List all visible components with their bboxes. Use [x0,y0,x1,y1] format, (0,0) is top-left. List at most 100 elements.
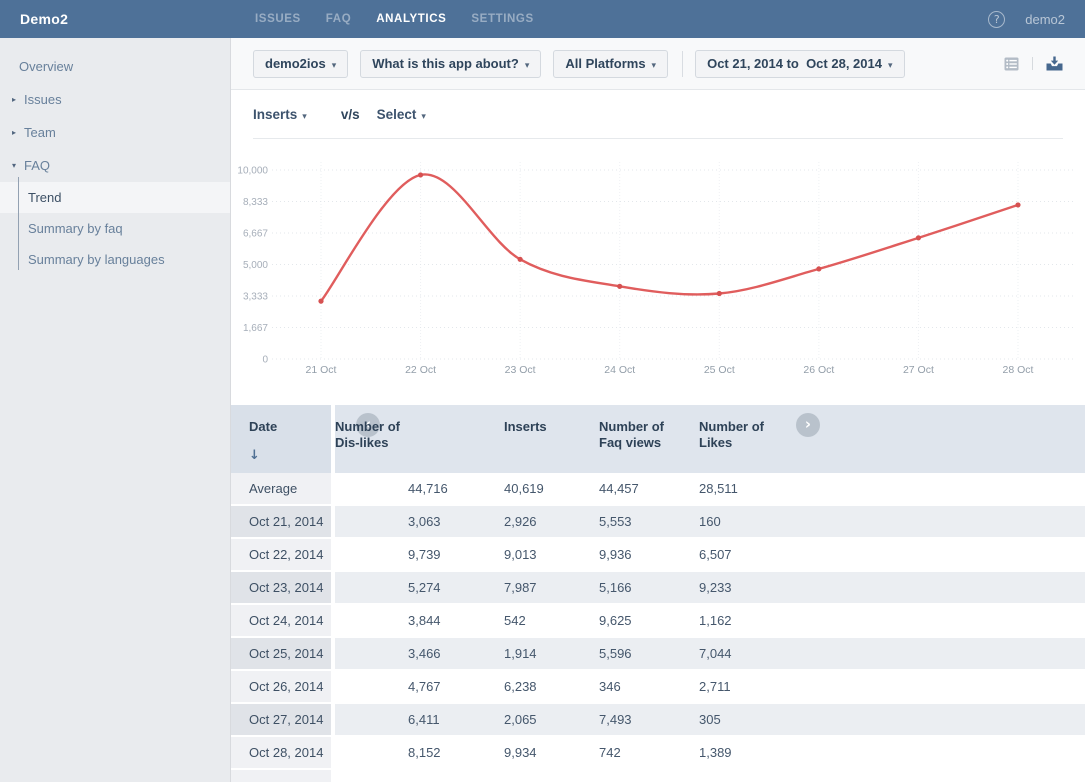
list-view-icon[interactable] [1004,57,1019,71]
row-date-cell: Oct 26, 2014 [231,671,331,702]
cell-value: 346 [599,679,621,694]
nav-tab-issues[interactable]: ISSUES [255,13,301,25]
sidebar-item-label: FAQ [24,158,51,173]
row-date-cell: Oct 22, 2014 [231,539,331,570]
svg-text:0: 0 [262,355,268,366]
cell-value: 9,934 [504,745,537,760]
sidebar-item-faq[interactable]: ▾ FAQ [0,149,230,182]
svg-text:25 Oct: 25 Oct [704,364,735,376]
cell-value: 542 [504,613,526,628]
svg-text:27 Oct: 27 Oct [903,364,934,376]
cell-value: 40,619 [504,481,544,496]
row-values: 3,063 2,926 5,553 160 [335,506,1085,537]
compare-dropdown[interactable]: Select ▾ [376,106,426,122]
help-icon[interactable]: ? [988,10,1006,28]
chevron-right-icon: ▸ [12,95,17,104]
cell-value: 3,844 [408,613,441,628]
date-column-header[interactable]: Date ↓ [231,405,331,473]
svg-text:10,000: 10,000 [237,166,268,177]
cell-value: 9,013 [504,547,537,562]
cell-value: 9,625 [599,613,632,628]
svg-text:22 Oct: 22 Oct [405,364,436,376]
metric-columns-header: ‹ Inserts Number of Faq views Number of Li… [335,405,1085,473]
row-date-cell: Oct 27, 2014 [231,704,331,735]
table-header: Date ↓ ‹ Inserts Number of Faq views Numb… [231,405,1085,473]
date-range-button[interactable]: Oct 21, 2014 to Oct 28, 2014 ▾ [695,49,905,78]
platform-select-button[interactable]: All Platforms ▾ [553,49,669,78]
nav-tabs: ISSUES FAQ ANALYTICS SETTINGS [255,0,534,38]
nav-tab-settings[interactable]: SETTINGS [471,13,534,25]
sidebar-item-overview[interactable]: Overview [0,50,230,83]
table-row: Oct 23, 2014 5,274 7,987 5,166 9,233 [231,572,1085,603]
app-brand: Demo2 [20,11,69,27]
date-header-label: Date [249,419,278,434]
caret-down-icon: ▾ [331,60,337,71]
cell-value: 2,926 [504,514,537,529]
cell-value: 7,987 [504,580,537,595]
chevron-right-icon: ▸ [12,128,17,137]
divider [1032,57,1033,70]
cell-value: 2,711 [699,679,731,694]
row-values: 44,716 40,619 44,457 28,511 [335,473,1085,504]
cell-value: 4,767 [408,679,441,694]
row-values: 6,411 2,065 7,493 305 [335,704,1085,735]
trend-chart: 21 Oct 22 Oct 23 Oct 24 Oct 25 Oct 26 Oct 27 O… [231,139,1085,391]
sidebar-item-issues[interactable]: ▸ Issues [0,83,230,116]
cell-value: 9,739 [408,547,441,562]
cell-value: 44,457 [599,481,639,496]
user-menu[interactable]: demo2 [1025,11,1065,27]
main-content: demo2ios ▾ What is this app about? ▾ All P… [231,38,1085,782]
svg-text:26 Oct: 26 Oct [803,364,834,376]
row-date-cell: Oct 24, 2014 [231,605,331,636]
download-icon[interactable] [1046,56,1063,71]
table-row: Oct 25, 2014 3,466 1,914 5,596 7,044 [231,638,1085,669]
row-values: 8,152 9,934 742 1,389 [335,737,1085,768]
line-chart-svg: 21 Oct 22 Oct 23 Oct 24 Oct 25 Oct 26 Oct 27 O… [237,162,1076,376]
scroll-left-button[interactable]: ‹ [356,413,380,437]
column-header-dislikes: Number of Dis-likes [335,419,400,450]
cell-value: 3,063 [408,514,441,529]
metric-dropdown[interactable]: Inserts ▾ [253,106,307,122]
cell-value: 1,914 [504,646,537,661]
chevron-down-icon: ▾ [12,161,17,170]
chart-controls: Inserts ▾ v/s Select ▾ [253,90,1063,139]
cell-value: 1,389 [699,745,732,760]
cell-value: 5,166 [599,580,632,595]
nav-tab-analytics[interactable]: ANALYTICS [376,13,447,25]
question-select-button[interactable]: What is this app about? ▾ [360,49,542,78]
svg-text:6,667: 6,667 [243,228,268,239]
svg-text:28 Oct: 28 Oct [1003,364,1034,376]
row-values: 3,466 1,914 5,596 7,044 [335,638,1085,669]
sidebar-item-label: Team [24,125,56,140]
column-header-faq-views: Number of Faq views [599,419,664,450]
cell-value: 160 [699,514,721,529]
cell-value: 9,936 [599,547,632,562]
cell-value: 6,238 [504,679,537,694]
sidebar-item-summary-by-languages[interactable]: Summary by languages [28,252,165,267]
sidebar-item-trend[interactable]: Trend [0,182,230,213]
caret-down-icon: ▾ [524,60,530,71]
sort-descending-icon[interactable]: ↓ [249,448,260,463]
row-date-cell: Average [231,473,331,504]
svg-text:21 Oct: 21 Oct [306,364,337,376]
cell-value: 5,553 [599,514,632,529]
top-navbar: Demo2 ISSUES FAQ ANALYTICS SETTINGS ? de… [0,0,1085,38]
table-row: Oct 28, 2014 8,152 9,934 742 1,389 [231,737,1085,768]
cell-value: 3,466 [408,646,441,661]
cell-value: 44,716 [408,481,448,496]
scroll-right-button[interactable]: › [796,413,820,437]
nav-tab-faq[interactable]: FAQ [325,13,352,25]
row-date-cell: Oct 21, 2014 [231,506,331,537]
app-select-button[interactable]: demo2ios ▾ [253,49,349,78]
svg-text:8,333: 8,333 [243,197,268,208]
sidebar-item-team[interactable]: ▸ Team [0,116,230,149]
row-values: 9,739 9,013 9,936 6,507 [335,539,1085,570]
cell-value: 5,596 [599,646,632,661]
table-row: Oct 26, 2014 4,767 6,238 346 2,711 [231,671,1085,702]
sidebar-item-summary-by-faq[interactable]: Summary by faq [28,221,123,236]
faq-sub-list: Trend Summary by faq Summary by language… [0,177,230,275]
row-date-cell: Oct 28, 2014 [231,737,331,768]
row-date-cell: Oct 23, 2014 [231,572,331,603]
divider [682,50,684,77]
